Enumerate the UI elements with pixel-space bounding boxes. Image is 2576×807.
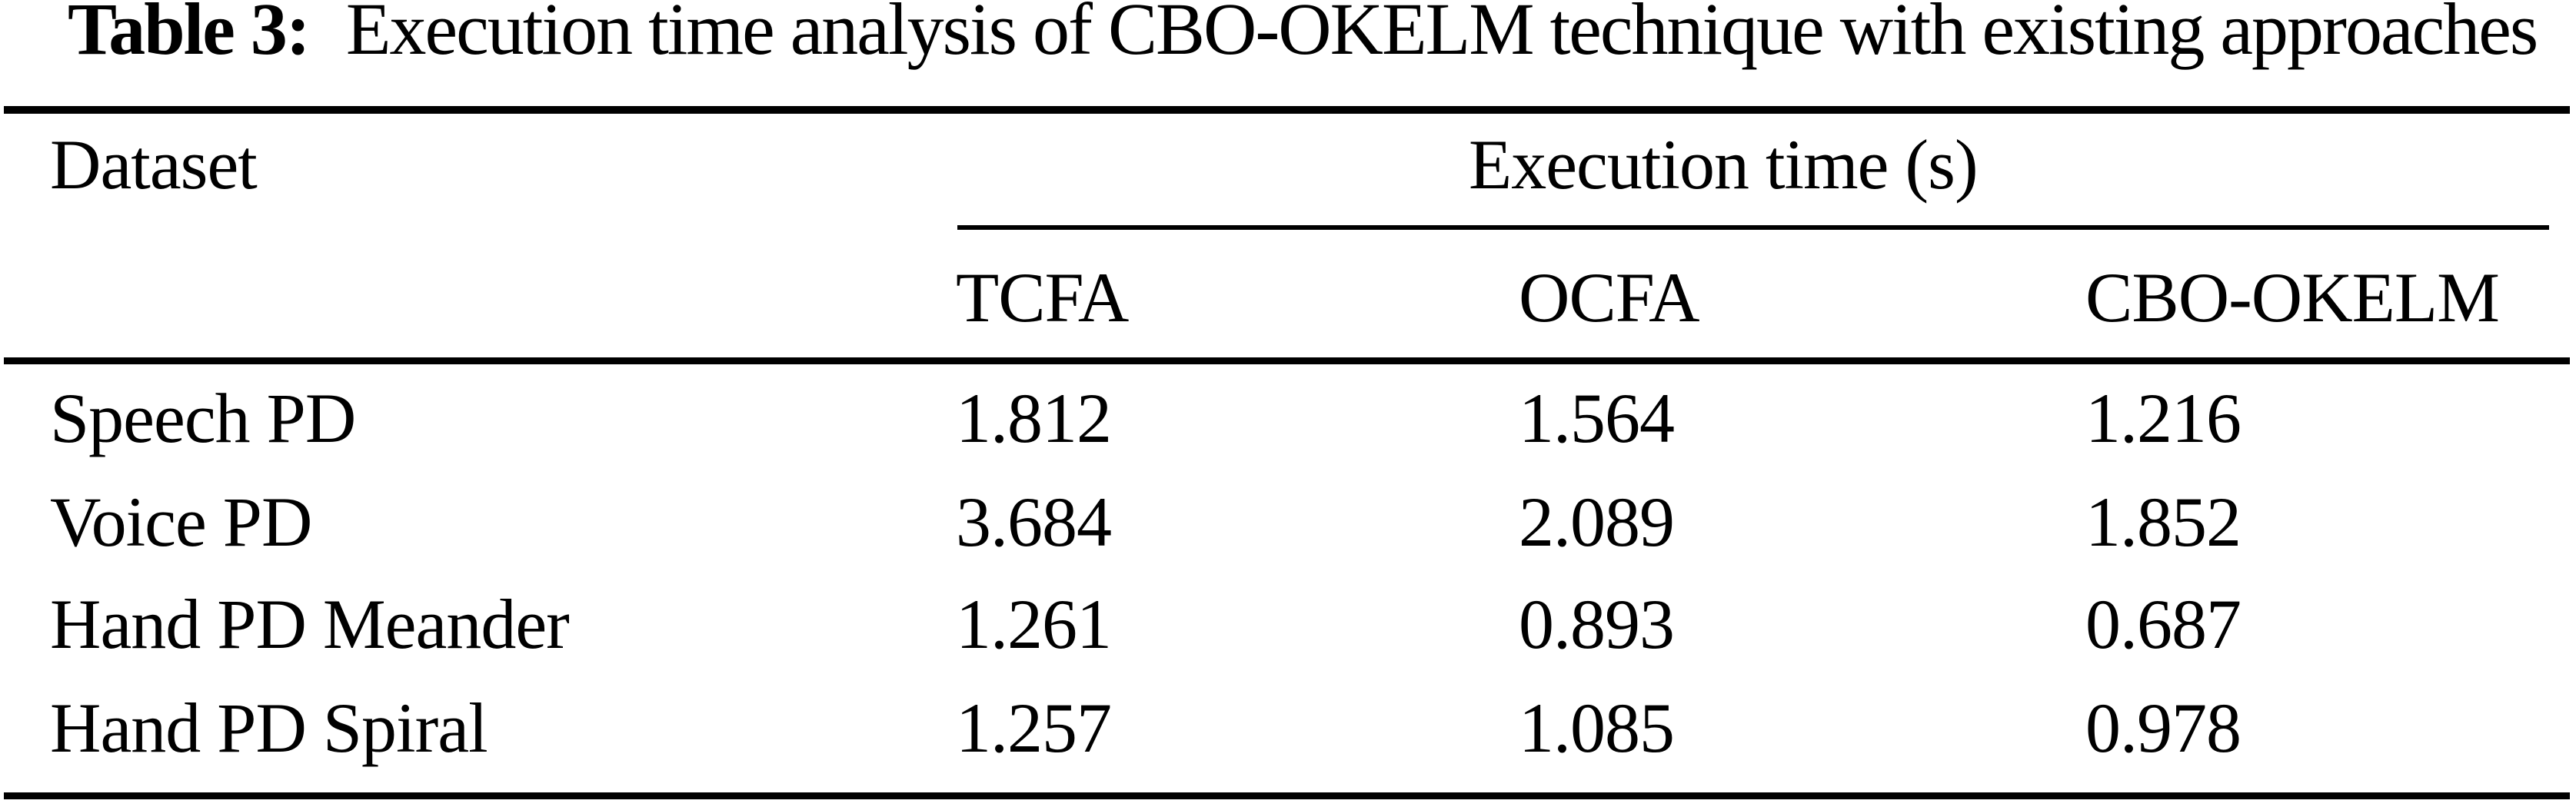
table-top-rule — [4, 106, 2570, 114]
row-label-hand-pd-spiral: Hand PD Spiral — [50, 689, 488, 767]
cell-hand-pd-meander-cbo-okelm: 0.687 — [2085, 585, 2242, 663]
table-bottom-rule — [4, 792, 2570, 799]
cell-speech-pd-tcfa: 1.812 — [956, 379, 1112, 457]
group-header-underline-rule — [957, 225, 2549, 230]
cell-speech-pd-ocfa: 1.564 — [1519, 379, 1675, 457]
table-caption-text: Execution time analysis of CBO-OKELM tec… — [345, 0, 2538, 70]
column-group-header-execution-time: Execution time (s) — [1469, 125, 1979, 204]
cell-speech-pd-cbo-okelm: 1.216 — [2085, 379, 2242, 457]
cell-hand-pd-meander-ocfa: 0.893 — [1519, 585, 1675, 663]
row-label-hand-pd-meander: Hand PD Meander — [50, 585, 570, 663]
cell-hand-pd-meander-tcfa: 1.261 — [956, 585, 1112, 663]
row-label-speech-pd: Speech PD — [50, 379, 356, 457]
column-header-cbo-okelm: CBO-OKELM — [2085, 258, 2500, 337]
column-header-dataset: Dataset — [50, 125, 258, 204]
row-label-voice-pd: Voice PD — [50, 483, 312, 561]
cell-voice-pd-tcfa: 3.684 — [956, 483, 1112, 561]
column-header-tcfa: TCFA — [956, 258, 1129, 337]
column-header-ocfa: OCFA — [1519, 258, 1700, 337]
header-bottom-rule — [4, 357, 2570, 364]
cell-hand-pd-spiral-tcfa: 1.257 — [956, 689, 1112, 767]
cell-hand-pd-spiral-cbo-okelm: 0.978 — [2085, 689, 2242, 767]
cell-voice-pd-ocfa: 2.089 — [1519, 483, 1675, 561]
table-caption-number: Table 3: — [68, 0, 311, 70]
cell-hand-pd-spiral-ocfa: 1.085 — [1519, 689, 1675, 767]
cell-voice-pd-cbo-okelm: 1.852 — [2085, 483, 2242, 561]
table-caption: Table 3: Execution time analysis of CBO-O… — [68, 0, 2538, 70]
